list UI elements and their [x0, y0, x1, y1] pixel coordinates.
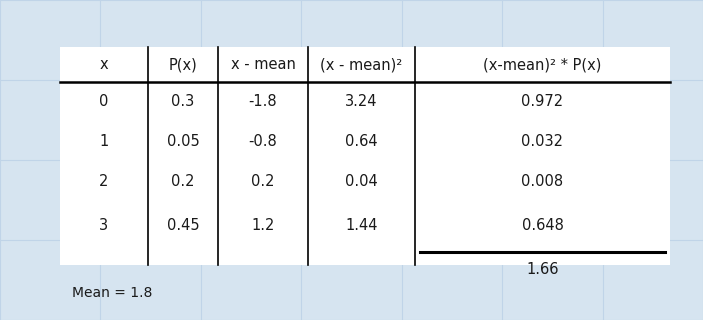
- Text: -1.8: -1.8: [249, 94, 277, 109]
- Text: 0.972: 0.972: [522, 94, 564, 109]
- Text: 1.44: 1.44: [345, 218, 378, 233]
- Text: (x - mean)²: (x - mean)²: [321, 57, 403, 72]
- Bar: [60, 47, 670, 265]
- Text: 3: 3: [99, 218, 108, 233]
- Text: 0.008: 0.008: [522, 174, 564, 189]
- Text: 0.05: 0.05: [167, 134, 200, 149]
- Text: x: x: [100, 57, 108, 72]
- Text: 2: 2: [99, 174, 109, 189]
- Text: x - mean: x - mean: [231, 57, 295, 72]
- Text: 0.04: 0.04: [345, 174, 378, 189]
- Text: Mean = 1.8: Mean = 1.8: [72, 286, 153, 300]
- Text: 1.2: 1.2: [251, 218, 275, 233]
- Text: 0: 0: [99, 94, 109, 109]
- Text: 1.66: 1.66: [527, 262, 559, 277]
- Text: P(x): P(x): [169, 57, 198, 72]
- Text: 0.2: 0.2: [251, 174, 275, 189]
- Text: (x-mean)² * P(x): (x-mean)² * P(x): [484, 57, 602, 72]
- Text: -0.8: -0.8: [249, 134, 278, 149]
- Text: 0.032: 0.032: [522, 134, 564, 149]
- Text: 0.64: 0.64: [345, 134, 378, 149]
- Text: 0.3: 0.3: [172, 94, 195, 109]
- Text: 0.45: 0.45: [167, 218, 200, 233]
- Text: 3.24: 3.24: [345, 94, 378, 109]
- Text: 0.2: 0.2: [172, 174, 195, 189]
- Text: 1: 1: [99, 134, 109, 149]
- Text: 0.648: 0.648: [522, 218, 563, 233]
